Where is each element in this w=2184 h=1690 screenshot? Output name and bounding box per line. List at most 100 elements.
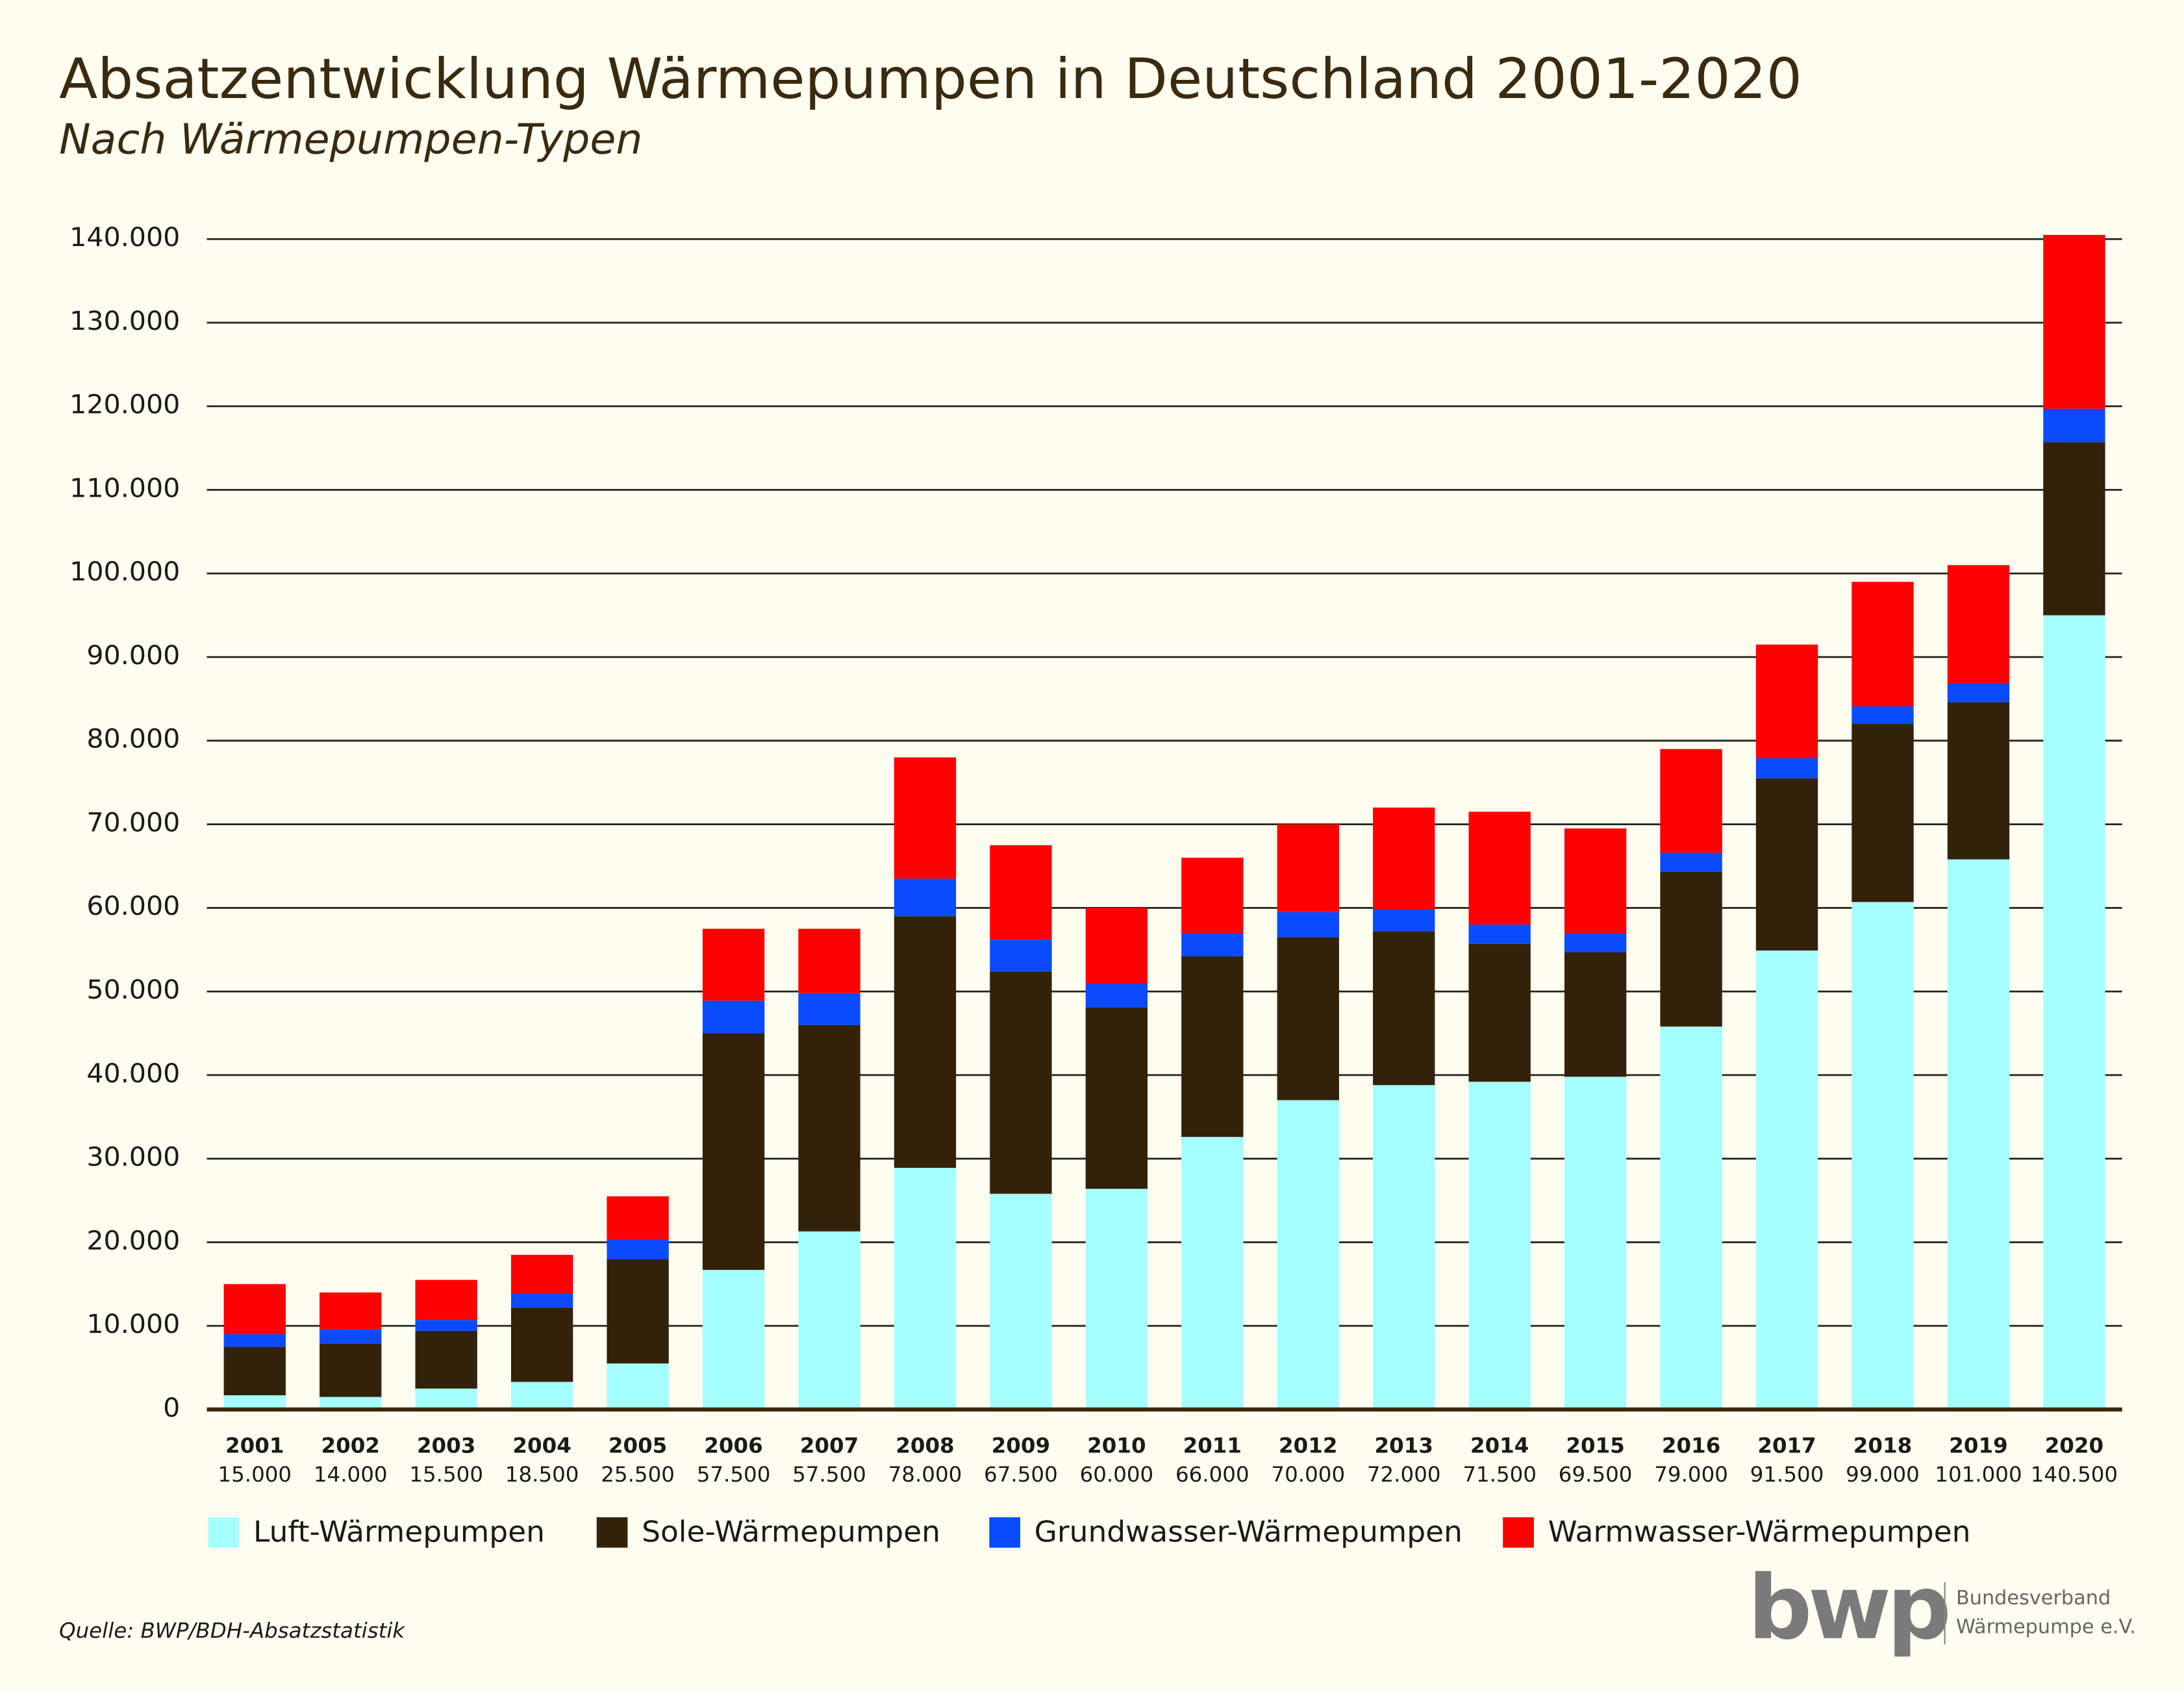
- x-tick-label: 2002: [321, 1434, 379, 1458]
- bar-segment: [2043, 408, 2105, 443]
- bar-segment: [1468, 925, 1531, 944]
- x-tick-label: 2008: [896, 1434, 954, 1458]
- total-label: 57.500: [697, 1462, 771, 1487]
- x-tick-label: 2020: [2045, 1434, 2103, 1458]
- bar-segment: [894, 878, 957, 917]
- bar-segment: [1085, 908, 1148, 984]
- bar-segment: [1947, 565, 2010, 683]
- bar-segment: [320, 1343, 382, 1397]
- total-label: 15.500: [409, 1462, 483, 1487]
- bar-segment: [607, 1196, 669, 1240]
- total-label: 66.000: [1175, 1462, 1249, 1487]
- bar-segment: [990, 1193, 1052, 1410]
- bar-segment: [1564, 952, 1627, 1077]
- total-label: 25.500: [601, 1462, 675, 1487]
- total-label: 101.000: [1935, 1462, 2022, 1487]
- total-label: 14.000: [314, 1462, 388, 1487]
- x-tick-label: 2004: [512, 1434, 571, 1458]
- bar-segment: [320, 1397, 382, 1410]
- total-label: 69.500: [1559, 1462, 1633, 1487]
- bar-segment: [1660, 749, 1722, 853]
- bar-segment: [223, 1284, 286, 1335]
- x-tick-label: 2007: [800, 1434, 859, 1458]
- bar-segment: [702, 928, 765, 1001]
- bar-segment: [1851, 902, 1914, 1410]
- bar-segment: [223, 1347, 286, 1396]
- y-tick-label: 70.000: [86, 807, 180, 838]
- y-tick-label: 0: [163, 1392, 180, 1423]
- x-tick-label: 2011: [1183, 1434, 1242, 1458]
- bar-segment: [1755, 778, 1818, 951]
- bar-segment: [1277, 937, 1339, 1100]
- total-label: 79.000: [1654, 1462, 1728, 1487]
- bar-segment: [990, 939, 1052, 972]
- y-tick-label: 100.000: [69, 556, 180, 588]
- y-tick-label: 10.000: [86, 1308, 180, 1339]
- bar-segment: [510, 1254, 573, 1293]
- bar-segment: [1660, 871, 1722, 1027]
- bar-segment: [1564, 828, 1627, 933]
- legend-label: Luft-Wärmepumpen: [253, 1515, 545, 1549]
- x-tick-label: 2015: [1566, 1434, 1624, 1458]
- x-tick-label: 2003: [417, 1434, 475, 1458]
- bar-segment: [1373, 1085, 1435, 1410]
- bar-segment: [223, 1395, 286, 1410]
- bar-segment: [415, 1388, 477, 1410]
- bar-segment: [702, 1000, 765, 1034]
- logo-line1: Bundesverband: [1956, 1587, 2111, 1609]
- x-tick-label: 2006: [704, 1434, 762, 1458]
- bar-segment: [607, 1363, 669, 1410]
- x-tick-label: 2005: [609, 1434, 667, 1458]
- bar-segment: [1947, 702, 2010, 860]
- bar-segment: [223, 1334, 286, 1347]
- bar-segment: [1755, 644, 1818, 758]
- bar-segment: [1181, 932, 1244, 957]
- bar-segment: [1085, 984, 1148, 1008]
- legend-swatch: [596, 1517, 628, 1548]
- bar-segment: [1564, 932, 1627, 952]
- bar-segment: [894, 1167, 957, 1410]
- y-tick-label: 50.000: [86, 974, 180, 1005]
- bar-segment: [1468, 943, 1531, 1082]
- y-tick-label: 110.000: [69, 473, 180, 504]
- total-label: 57.500: [792, 1462, 866, 1487]
- total-label: 67.500: [984, 1462, 1058, 1487]
- bar-segment: [798, 1231, 860, 1410]
- bar-segment: [1277, 1100, 1339, 1410]
- bar-segment: [1277, 824, 1339, 912]
- bar-segment: [1947, 859, 2010, 1410]
- total-label: 140.500: [2031, 1462, 2118, 1487]
- bar-segment: [990, 971, 1052, 1194]
- bar-segment: [510, 1382, 573, 1410]
- legend-label: Warmwasser-Wärmepumpen: [1548, 1515, 1971, 1549]
- bar-segment: [1755, 758, 1818, 778]
- bar-segment: [415, 1330, 477, 1389]
- total-label: 15.000: [218, 1462, 292, 1487]
- x-tick-label: 2010: [1087, 1434, 1146, 1458]
- x-tick-label: 2001: [225, 1434, 284, 1458]
- total-label: 18.500: [505, 1462, 579, 1487]
- x-tick-label: 2009: [992, 1434, 1050, 1458]
- bar-segment: [2043, 234, 2105, 409]
- bar-segment: [1468, 1082, 1531, 1410]
- bar-segment: [1468, 812, 1531, 925]
- legend-swatch: [989, 1517, 1020, 1548]
- x-tick-label: 2018: [1853, 1434, 1912, 1458]
- chart-title: Absatzentwicklung Wärmepumpen in Deutsch…: [59, 47, 1802, 112]
- bar-segment: [1851, 724, 1914, 902]
- y-tick-label: 60.000: [86, 891, 180, 922]
- bar-segment: [990, 845, 1052, 940]
- bar-segment: [1085, 1188, 1148, 1410]
- y-tick-label: 90.000: [86, 640, 180, 671]
- logo-line2: Wärmepumpe e.V.: [1956, 1616, 2136, 1639]
- chart-subtitle: Nach Wärmepumpen-Typen: [59, 116, 643, 164]
- bar-segment: [798, 993, 860, 1025]
- total-label: 60.000: [1080, 1462, 1154, 1487]
- bar-segment: [415, 1280, 477, 1321]
- total-label: 78.000: [888, 1462, 962, 1487]
- bar-segment: [1755, 951, 1818, 1410]
- bar-segment: [1947, 682, 2010, 702]
- bar-segment: [894, 916, 957, 1168]
- bar-segment: [2043, 615, 2105, 1410]
